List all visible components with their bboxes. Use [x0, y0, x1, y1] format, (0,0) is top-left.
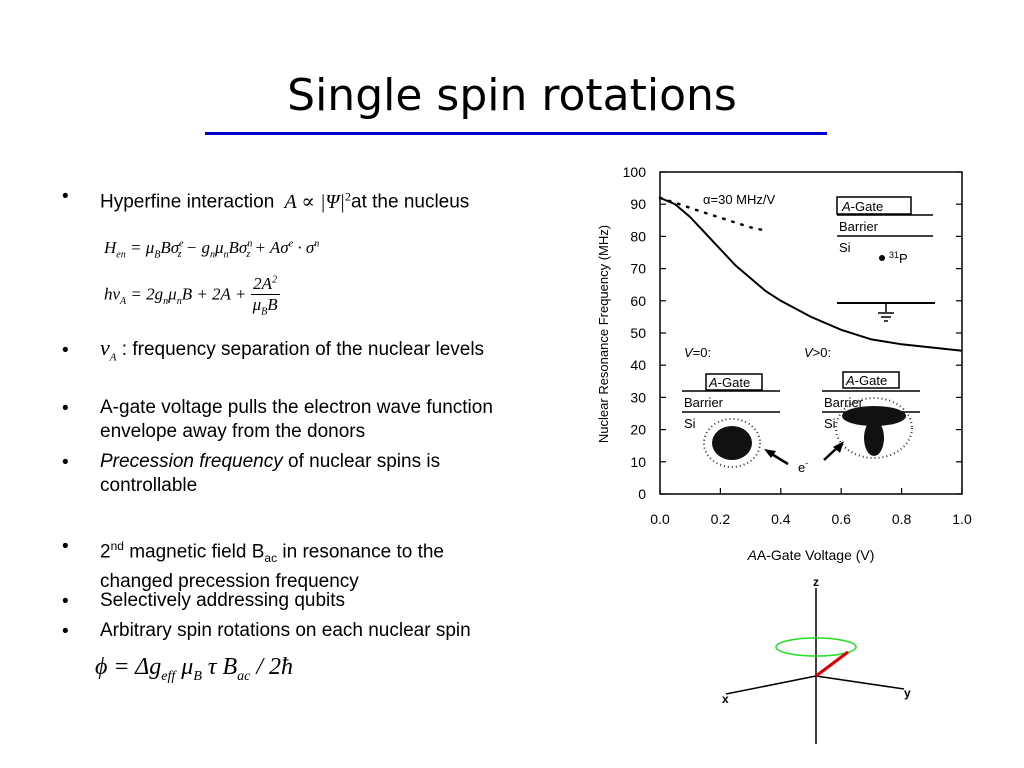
v-positive-schematic: V>0: A-Gate Barrier Si — [804, 345, 920, 459]
x-tick-label: 0.6 — [831, 511, 851, 527]
electron-label: e- — [798, 458, 808, 475]
donor-dot — [879, 255, 885, 261]
bullet-text: of nuclear spins is — [282, 451, 441, 472]
barrier-label: Barrier — [839, 219, 879, 234]
y-tick-label: 80 — [630, 228, 646, 244]
x-label: x — [722, 692, 729, 706]
x-tick-label: 0.8 — [892, 511, 912, 527]
electron-arrows: e- — [764, 441, 844, 475]
bullet-nu-a: νA : frequency separation of the nuclear… — [100, 336, 484, 369]
bullet-text-italic: Precession frequency — [100, 451, 283, 472]
dotted-slope-line — [658, 196, 764, 232]
y-label: y — [904, 686, 911, 700]
bullet-dot: • — [62, 340, 69, 361]
y-tick-label: 70 — [630, 261, 646, 277]
plot-frame — [659, 171, 963, 495]
bullet-text: changed precession frequency — [100, 571, 359, 593]
y-tick-label: 60 — [630, 293, 646, 309]
bullet-precession: Precession frequency of nuclear spins is… — [100, 450, 440, 498]
y-tick-label: 50 — [630, 325, 646, 341]
bullet-dot: • — [62, 398, 69, 419]
y-tick-label: 20 — [630, 422, 646, 438]
x-tick-label: 1.0 — [952, 511, 972, 527]
precession-cone-ellipse — [775, 637, 857, 657]
rotation-angle-equation: ϕ = Δgeff μB τ Bac / 2ħ — [95, 654, 294, 684]
a-gate-label: A-Gate — [708, 375, 750, 390]
resonance-frequency-chart: 0 10 20 30 40 50 60 70 80 90 100 0.0 0.2 0.4 0.6 0.8 1.0… — [596, 164, 972, 563]
nu-a-symbol: νA — [100, 335, 117, 364]
x-tick-label: 0.4 — [771, 511, 791, 527]
bullet-text: at the nucleus — [351, 191, 470, 213]
bullet-hyperfine: Hyperfine interaction A ∝ |Ψ|2at the nuc… — [100, 184, 469, 215]
z-label: z — [813, 576, 819, 589]
x-tick-label: 0.2 — [711, 511, 731, 527]
bullet-dot: • — [62, 536, 69, 557]
proportional-formula: A ∝ |Ψ|2 — [279, 189, 351, 213]
y-tick-label: 30 — [630, 389, 646, 405]
y-tick-label: 10 — [630, 454, 646, 470]
slide-title: Single spin rotations — [287, 70, 737, 121]
bullet-agate: A-gate voltage pulls the electron wave f… — [100, 396, 493, 444]
bullet-text: in resonance to the — [277, 541, 444, 563]
bullet-text: Hyperfine interaction — [100, 191, 275, 213]
y-tick-label: 90 — [630, 196, 646, 212]
electron-cloud — [842, 406, 906, 426]
bullet-text: 2 — [100, 541, 111, 563]
bullet-dot: • — [62, 186, 69, 207]
spin-vector — [815, 650, 849, 678]
bullet-text: controllable — [100, 475, 198, 496]
electron-cloud — [712, 426, 752, 460]
a-gate-label: A-Gate — [845, 373, 887, 388]
x-tick-label: 0.0 — [650, 511, 670, 527]
title-underline — [205, 132, 827, 135]
v-zero-schematic: V=0: A-Gate Barrier Si — [682, 345, 780, 468]
a-gate-label: A-Gate — [841, 199, 883, 214]
si-label: Si — [839, 240, 851, 255]
x-axis — [725, 675, 817, 695]
barrier-label: Barrier — [824, 395, 864, 410]
bullet-dot: • — [62, 452, 69, 473]
fraction: 2A2 μBB — [250, 274, 280, 318]
alpha-label: α=30 MHz/V — [703, 192, 776, 207]
y-axis-label: Nuclear Resonance Frequency (MHz) — [596, 225, 611, 443]
bullet-text: Arbitrary spin rotations on each nuclear… — [100, 620, 471, 641]
bullet-dot: • — [62, 591, 69, 612]
spin-precession-diagram: z x y — [722, 576, 911, 744]
frequency-equation: hνA = 2gnμnB + 2A + 2A2 μBB — [104, 274, 280, 318]
gate-schematic-top: A-Gate Barrier Si 31P — [836, 196, 935, 322]
si-label: Si — [824, 416, 836, 431]
si-label: Si — [684, 416, 696, 431]
bullet-text: magnetic field B — [123, 541, 265, 563]
bullet-text: : frequency separation of the nuclear le… — [121, 339, 485, 360]
bullet-text: envelope away from the donors — [100, 421, 366, 442]
a-gate-box — [836, 196, 912, 215]
hamiltonian-equation: Hen = μBBσez − gnμnBσnz + Aσe · σn — [104, 238, 320, 261]
y-tick-label: 0 — [638, 486, 646, 502]
bullet-text: Selectively addressing qubits — [100, 590, 346, 611]
bullet-text: A-gate voltage pulls the electron wave f… — [100, 397, 493, 418]
y-tick-label: 40 — [630, 357, 646, 373]
bullet-text: nd — [110, 539, 124, 553]
y-tick-label: 100 — [623, 164, 647, 180]
frequency-curve — [659, 196, 963, 352]
donor-label: 31P — [889, 250, 908, 266]
bullet-dot: • — [62, 621, 69, 642]
bullet-bac: 2nd magnetic field Bac in resonance to t… — [100, 534, 444, 594]
v-zero-label: V=0: — [684, 345, 711, 360]
barrier-label: Barrier — [684, 395, 724, 410]
y-axis — [815, 675, 905, 690]
bullet-text: ac — [264, 551, 278, 566]
x-axis-label: AA-Gate Voltage (V) — [747, 547, 875, 563]
v-positive-label: V>0: — [804, 345, 831, 360]
